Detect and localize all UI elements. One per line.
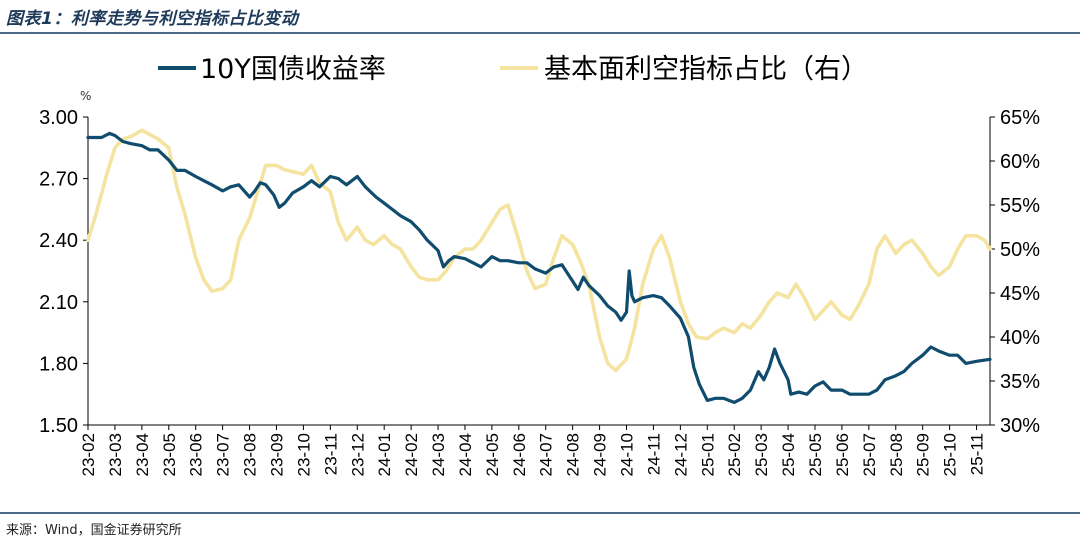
- x-tick-label: 24-01: [375, 433, 394, 476]
- x-tick-label: 24-06: [510, 433, 529, 476]
- right-axis-ticks: 65% 60% 55% 50% 45% 40% 35% 30%: [990, 107, 1040, 437]
- x-axis-ticks: 23-02 23-03 23-04 23-05 23-06 23-07 23-08 23-09…: [79, 425, 987, 476]
- chart-title: 图表1：利率走势与利空指标占比变动: [6, 9, 299, 29]
- x-tick-label: 24-03: [429, 433, 448, 476]
- left-axis-ticks: 3.00 2.70 2.40 2.10 1.80 1.50: [39, 107, 88, 437]
- y-unit-label: %: [80, 89, 91, 103]
- left-tick-label: 3.00: [39, 107, 78, 129]
- legend-label-ratio: 基本面利空指标占比（右）: [544, 54, 868, 85]
- right-tick-label: 45%: [1000, 283, 1040, 305]
- x-tick-label: 25-08: [887, 433, 906, 476]
- legend: 10Y国债收益率 基本面利空指标占比（右）: [158, 54, 868, 85]
- x-tick-label: 24-09: [591, 433, 610, 476]
- x-tick-label: 24-12: [671, 433, 690, 476]
- x-tick-label: 25-10: [941, 433, 960, 476]
- x-tick-label: 23-06: [187, 433, 206, 476]
- x-tick-label: 25-03: [752, 433, 771, 476]
- left-tick-label: 2.10: [39, 292, 78, 314]
- right-tick-label: 30%: [1000, 415, 1040, 437]
- series-line-ratio: [86, 128, 992, 373]
- x-tick-label: 23-03: [106, 433, 125, 476]
- right-tick-label: 40%: [1000, 327, 1040, 349]
- x-tick-label: 24-11: [644, 433, 663, 475]
- x-tick-label: 23-02: [79, 433, 98, 476]
- x-tick-label: 24-02: [402, 433, 421, 476]
- series-line-yield: [86, 131, 992, 404]
- x-tick-label: 25-01: [698, 433, 717, 476]
- x-tick-label: 24-05: [483, 433, 502, 476]
- x-tick-label: 25-05: [806, 433, 825, 476]
- x-tick-label: 23-07: [214, 433, 233, 476]
- chart-area: 10Y国债收益率 基本面利空指标占比（右） % 3.00 2.70 2.40 2.10…: [39, 54, 1040, 476]
- plot-frame: [87, 117, 991, 426]
- source-note: 来源：Wind，国金证券研究所: [6, 523, 182, 538]
- x-tick-label: 24-07: [537, 433, 556, 476]
- x-tick-label: 23-08: [241, 433, 260, 476]
- left-tick-label: 1.80: [39, 353, 78, 375]
- footer-divider: [0, 512, 1080, 514]
- series-lines: [86, 128, 992, 404]
- x-tick-label: 25-07: [860, 433, 879, 476]
- right-tick-label: 65%: [1000, 107, 1040, 129]
- x-tick-label: 23-04: [133, 433, 152, 476]
- title-divider: [0, 32, 1080, 34]
- x-tick-label: 25-04: [779, 433, 798, 476]
- x-tick-label: 24-10: [618, 433, 637, 476]
- x-tick-label: 23-09: [267, 433, 286, 476]
- x-tick-label: 25-11: [968, 433, 987, 475]
- right-tick-label: 60%: [1000, 151, 1040, 173]
- left-tick-label: 2.70: [39, 169, 78, 191]
- x-tick-label: 25-06: [833, 433, 852, 476]
- x-tick-label: 23-12: [348, 433, 367, 476]
- legend-label-yield: 10Y国债收益率: [200, 54, 386, 85]
- x-tick-label: 24-08: [564, 433, 583, 476]
- right-tick-label: 35%: [1000, 371, 1040, 393]
- x-tick-label: 23-05: [160, 433, 179, 476]
- x-tick-label: 23-10: [294, 433, 313, 476]
- right-tick-label: 50%: [1000, 239, 1040, 261]
- right-tick-label: 55%: [1000, 195, 1040, 217]
- x-tick-label: 24-04: [456, 433, 475, 476]
- x-tick-label: 23-11: [321, 433, 340, 475]
- left-tick-label: 1.50: [39, 415, 78, 437]
- left-tick-label: 2.40: [39, 230, 78, 252]
- x-tick-label: 25-09: [914, 433, 933, 476]
- x-tick-label: 25-02: [725, 433, 744, 476]
